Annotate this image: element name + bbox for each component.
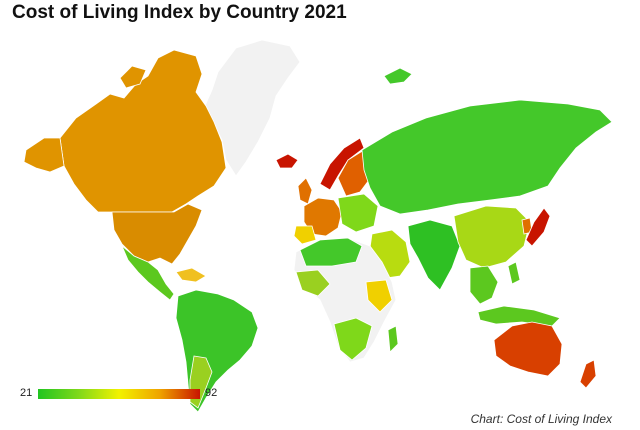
chart-credit: Chart: Cost of Living Index: [470, 412, 612, 426]
region-west-africa: [295, 269, 331, 297]
region-caribbean: [175, 267, 207, 283]
region-southern-africa: [333, 317, 373, 361]
region-new-zealand: [579, 359, 597, 389]
region-uk: [297, 177, 313, 205]
region-philippines: [507, 261, 521, 285]
region-iberia: [293, 225, 317, 245]
region-australia: [493, 321, 563, 377]
region-north-africa: [299, 237, 363, 267]
region-indonesia: [477, 305, 561, 327]
legend-max-label: 92: [205, 387, 218, 399]
region-greenland: [203, 39, 301, 177]
region-madagascar: [387, 325, 399, 353]
region-south-asia: [407, 219, 461, 291]
region-southeast-asia: [469, 265, 499, 305]
map-title: Cost of Living Index by Country 2021: [12, 2, 347, 23]
region-east-africa: [365, 279, 393, 313]
region-russia-island: [383, 67, 413, 85]
region-alaska: [23, 137, 65, 173]
region-mexico: [121, 245, 175, 301]
region-usa: [111, 203, 203, 265]
region-iceland: [275, 153, 299, 169]
region-canada-islands: [119, 65, 147, 89]
region-norway: [319, 137, 365, 191]
legend-color-scale: [38, 389, 200, 399]
region-japan: [525, 207, 551, 247]
region-eastern-europe: [337, 193, 379, 233]
region-china: [453, 205, 531, 269]
region-russia: [361, 99, 613, 215]
legend-min-label: 21: [20, 387, 33, 399]
region-canada: [59, 49, 227, 213]
